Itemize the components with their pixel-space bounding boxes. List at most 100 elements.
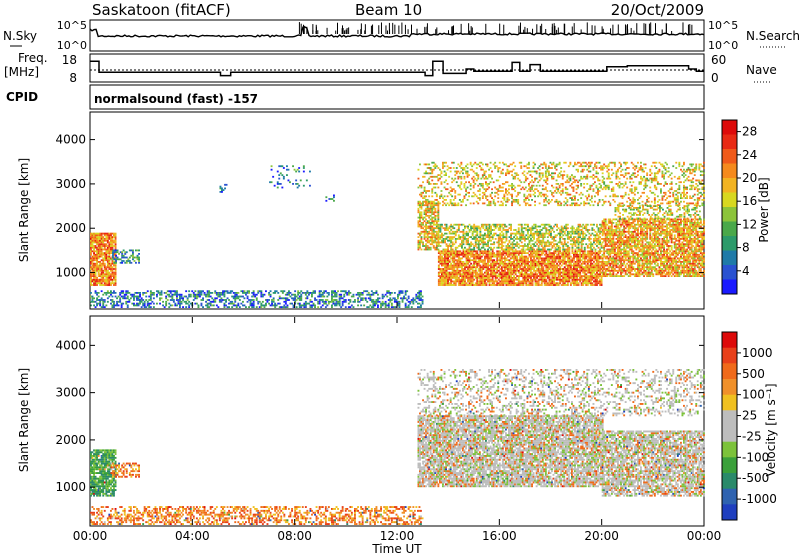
data-cell	[453, 282, 456, 285]
data-cell	[111, 275, 114, 277]
data-cell	[479, 255, 482, 258]
data-cell	[206, 299, 209, 301]
data-cell	[103, 264, 106, 267]
data-cell	[491, 177, 493, 180]
data-cell	[520, 161, 523, 164]
data-cell	[516, 255, 519, 258]
data-cell	[417, 186, 420, 189]
data-cell	[565, 255, 568, 258]
cpid-panel-frame	[89, 84, 705, 110]
data-cell	[531, 268, 534, 270]
data-cell	[569, 275, 572, 277]
data-cell	[265, 304, 267, 307]
data-cell	[235, 297, 238, 300]
data-cell	[485, 269, 488, 272]
data-cell	[439, 269, 442, 272]
data-cell	[664, 181, 667, 184]
data-cell	[137, 299, 140, 301]
data-cell	[235, 306, 238, 308]
data-cell	[480, 269, 483, 272]
data-cell	[435, 199, 438, 201]
data-cell	[298, 292, 301, 294]
data-cell	[513, 277, 515, 279]
data-cell	[695, 168, 698, 171]
data-cell	[122, 292, 125, 294]
data-cell	[656, 183, 659, 185]
data-cell	[701, 188, 704, 191]
data-cell	[583, 275, 586, 277]
data-cell	[653, 200, 656, 203]
data-cell	[644, 186, 647, 189]
data-cell	[425, 229, 427, 231]
data-cell	[347, 290, 350, 293]
data-cell	[569, 255, 572, 258]
data-cell	[113, 249, 116, 252]
data-cell	[583, 183, 586, 185]
data-cell	[507, 269, 509, 272]
data-cell	[507, 250, 509, 253]
data-cell	[479, 268, 482, 270]
data-cell	[554, 255, 557, 258]
data-cell	[97, 250, 100, 253]
data-cell	[508, 165, 510, 168]
data-cell	[473, 261, 476, 263]
data-cell	[108, 284, 111, 286]
data-cell	[456, 280, 459, 283]
data-cell	[401, 299, 404, 301]
data-cell	[450, 275, 453, 277]
data-cell	[90, 295, 92, 298]
data-cell	[93, 280, 95, 283]
data-cell	[539, 250, 542, 253]
data-cell	[96, 269, 98, 272]
data-cell	[630, 161, 633, 164]
data-cell	[297, 302, 300, 305]
data-cell	[420, 195, 423, 198]
data-cell	[698, 165, 701, 168]
data-cell	[459, 253, 462, 256]
data-cell	[578, 161, 581, 164]
data-cell	[422, 230, 424, 233]
data-cell	[506, 170, 509, 173]
data-cell	[490, 257, 492, 260]
data-cell	[566, 278, 569, 281]
data-cell	[514, 253, 517, 256]
data-cell	[454, 250, 457, 253]
data-cell	[476, 278, 479, 281]
data-cell	[425, 232, 427, 235]
data-cell	[200, 292, 203, 294]
nsky-label: N.Sky	[3, 29, 37, 43]
data-cell	[537, 190, 540, 192]
data-cell	[477, 273, 480, 276]
data-cell	[502, 278, 505, 281]
data-cell	[571, 250, 574, 253]
data-cell	[165, 295, 168, 298]
data-cell	[426, 241, 429, 244]
data-cell	[498, 167, 501, 169]
data-cell	[398, 300, 401, 303]
data-cell	[176, 293, 178, 296]
data-cell	[505, 190, 507, 192]
data-cell	[471, 266, 474, 269]
data-cell	[542, 252, 545, 254]
data-cell	[114, 282, 117, 285]
data-cell	[528, 163, 530, 166]
data-cell	[518, 161, 521, 164]
data-cell	[514, 165, 517, 168]
data-cell	[554, 277, 557, 279]
data-cell	[106, 280, 109, 283]
data-cell	[444, 278, 446, 281]
data-cell	[206, 292, 209, 294]
data-cell	[452, 188, 455, 191]
data-cell	[522, 262, 525, 265]
data-cell	[523, 195, 526, 198]
data-cell	[466, 170, 469, 173]
data-cell	[683, 195, 685, 198]
data-cell	[395, 300, 398, 303]
data-cell	[100, 239, 103, 242]
data-cell	[269, 293, 272, 296]
data-cell	[620, 165, 622, 168]
data-cell	[574, 175, 576, 178]
data-cell	[530, 266, 532, 269]
data-cell	[456, 262, 459, 265]
data-cell	[598, 167, 601, 169]
